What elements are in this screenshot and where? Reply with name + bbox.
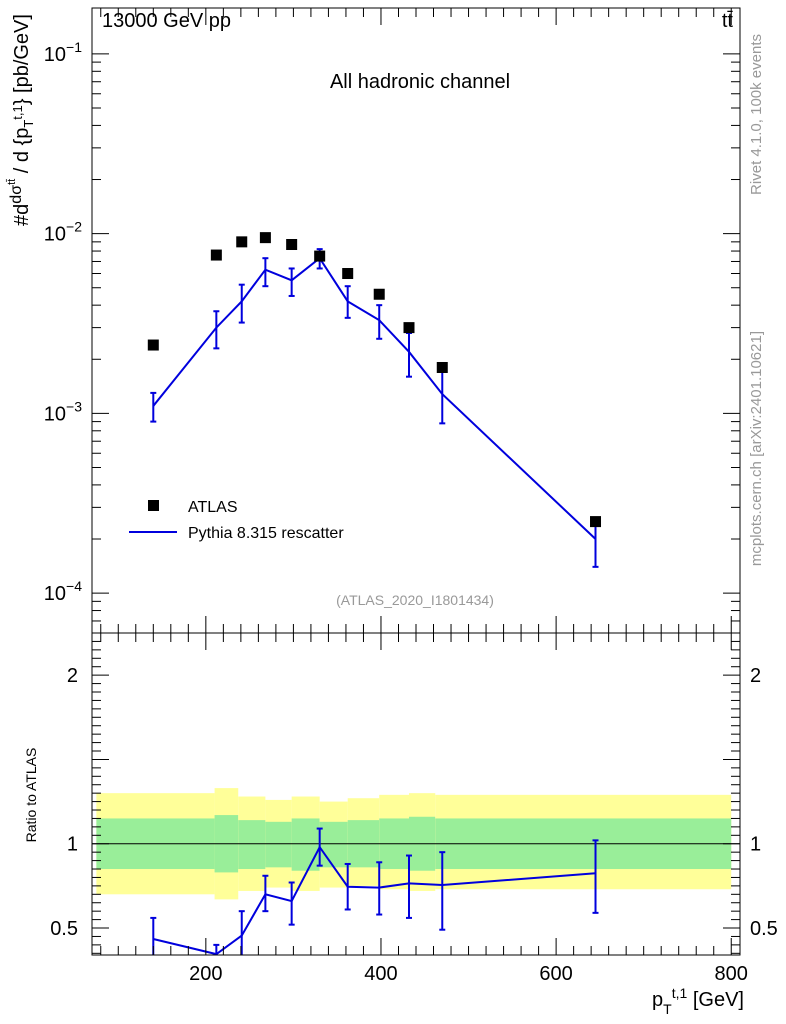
ratio-y-tick-label-right: 1 [750,834,761,856]
legend-pythia-label: Pythia 8.315 rescatter [188,525,344,542]
ratio-band-inner [319,821,348,868]
atlas-data-point [342,268,354,280]
main-y-tick-label: 10−1 [44,39,82,66]
main-y-tick-label: 10−4 [44,578,82,605]
legend-atlas-label: ATLAS [188,499,238,516]
ratio-y-tick-label: 2 [67,665,78,687]
x-tick-label: 800 [715,963,748,985]
ratio-band-inner [238,820,266,870]
ratio-y-axis-title: Ratio to ATLAS [23,748,39,843]
x-tick-label: 400 [364,963,397,985]
ratio-y-tick-label-right: 0.5 [750,918,778,940]
channel-label: All hadronic channel [330,71,510,93]
main-panel [147,232,602,568]
ratio-band-inner [291,818,320,871]
svg-text:#ddσtt̄ / d {pTt,1} [pb/GeV]: #ddσtt̄ / d {pTt,1} [pb/GeV] [6,14,36,226]
atlas-data-point [590,516,602,528]
main-y-axis-title: #ddσtt̄ / d {pTt,1} [pb/GeV] [6,14,36,226]
atlas-data-point [259,232,271,244]
ratio-band-inner [265,821,292,868]
beam-label: 13000 GeV pp [102,10,231,32]
ratio-y-tick-label: 1 [67,834,78,856]
atlas-data-point [210,249,222,261]
side-label-top: Rivet 4.1.0, 100k events [748,34,765,195]
process-label: tt̄ [722,10,734,32]
atlas-data-point [403,322,415,334]
x-tick-label: 200 [189,963,222,985]
atlas-data-point [286,239,298,251]
atlas-data-point [314,250,326,262]
atlas-data-point [373,288,385,300]
pythia-line [152,256,597,540]
main-y-tick-label: 10−2 [44,219,82,246]
axes: 10−4 10−3 10−2 10−1 0.5 0.5 1 1 2 2 200 400 600 800 [44,7,778,985]
atlas-data-point [236,236,248,248]
ratio-y-tick-label-right: 2 [750,665,761,687]
ratio-panel [92,788,740,955]
main-y-tick-label: 10−3 [44,398,82,425]
x-tick-label: 600 [539,963,572,985]
atlas-data-point [436,361,448,373]
analysis-id: (ATLAS_2020_I1801434) [336,592,494,608]
ratio-y-tick-label: 0.5 [50,918,78,940]
ratio-clipped [150,827,599,955]
atlas-data-point [147,339,159,351]
side-label-bottom: mcplots.cern.ch [arXiv:2401.10621] [748,331,765,566]
x-axis-title: pTt,1 [GeV] [652,985,744,1017]
legend-atlas-marker [148,500,159,511]
